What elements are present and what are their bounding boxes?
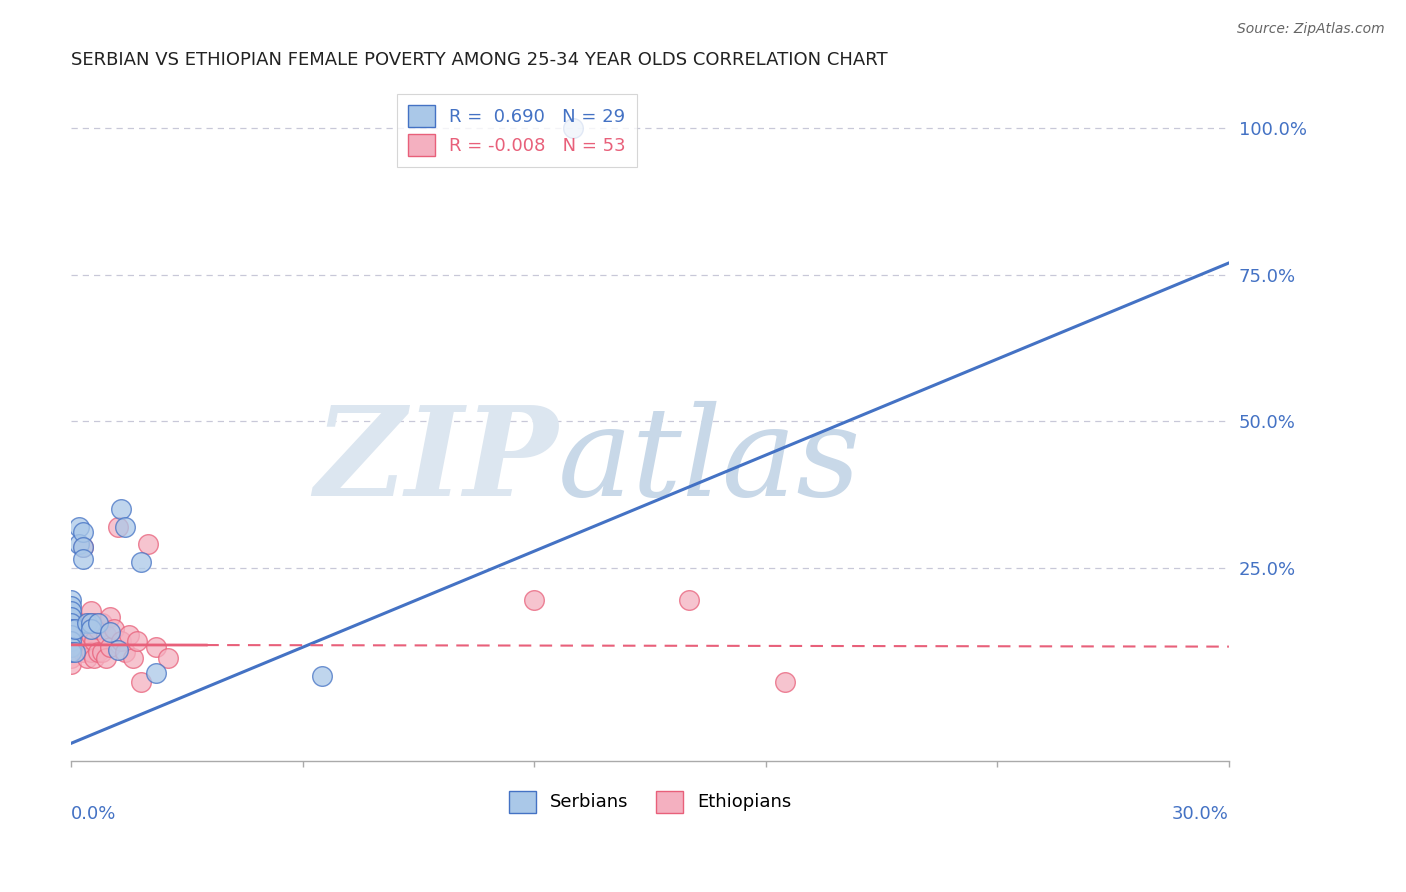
Point (60, 592, 83, 607)
Point (79, 616, 101, 631)
Point (63, 628, 86, 642)
Point (523, 592, 546, 607)
Text: SERBIAN VS ETHIOPIAN FEMALE POVERTY AMONG 25-34 YEAR OLDS CORRELATION CHART: SERBIAN VS ETHIOPIAN FEMALE POVERTY AMON… (72, 51, 887, 69)
Point (138, 537, 160, 551)
Point (72, 628, 94, 642)
Point (60, 645, 83, 659)
Point (76, 651, 98, 665)
Point (60, 633, 83, 648)
Point (98, 624, 121, 639)
Point (103, 622, 125, 636)
Text: Source: ZipAtlas.com: Source: ZipAtlas.com (1237, 22, 1385, 37)
Point (561, 121, 583, 136)
Point (67, 640, 90, 654)
Point (91, 616, 114, 631)
Point (114, 645, 136, 659)
Point (87, 622, 110, 636)
Point (110, 502, 132, 516)
Point (72, 616, 94, 631)
Point (129, 555, 152, 569)
Point (60, 610, 83, 624)
Point (122, 651, 145, 665)
Point (156, 651, 179, 665)
Point (94, 651, 117, 665)
Point (63, 645, 86, 659)
Point (67, 519, 90, 533)
Point (129, 674, 152, 689)
Point (678, 592, 700, 607)
Point (76, 633, 98, 648)
Point (79, 645, 101, 659)
Legend: Serbians, Ethiopians: Serbians, Ethiopians (502, 783, 799, 820)
Point (110, 633, 132, 648)
Point (98, 640, 121, 654)
Point (125, 633, 148, 648)
Point (107, 642, 129, 657)
Point (60, 622, 83, 636)
Point (63, 640, 86, 654)
Point (79, 628, 101, 642)
Point (773, 674, 796, 689)
Point (67, 616, 90, 631)
Point (60, 651, 83, 665)
Point (76, 616, 98, 631)
Text: atlas: atlas (557, 401, 860, 523)
Point (98, 610, 121, 624)
Point (79, 622, 101, 636)
Point (60, 616, 83, 631)
Point (63, 622, 86, 636)
Point (60, 622, 83, 636)
Point (60, 628, 83, 642)
Point (72, 551, 94, 566)
Text: ZIP: ZIP (314, 401, 557, 523)
Point (87, 645, 110, 659)
Point (72, 645, 94, 659)
Point (94, 628, 117, 642)
Point (145, 640, 167, 654)
Point (72, 525, 94, 540)
Point (118, 628, 141, 642)
Point (76, 616, 98, 631)
Text: 30.0%: 30.0% (1173, 805, 1229, 823)
Point (67, 628, 90, 642)
Point (83, 633, 105, 648)
Point (145, 665, 167, 680)
Point (114, 519, 136, 533)
Point (79, 604, 101, 618)
Point (107, 519, 129, 533)
Text: 0.0%: 0.0% (72, 805, 117, 823)
Point (87, 616, 110, 631)
Point (67, 633, 90, 648)
Point (63, 622, 86, 636)
Point (60, 640, 83, 654)
Point (91, 645, 114, 659)
Point (311, 669, 333, 683)
Point (67, 537, 90, 551)
Point (60, 633, 83, 648)
Point (60, 657, 83, 672)
Point (72, 540, 94, 554)
Point (60, 640, 83, 654)
Point (72, 540, 94, 554)
Point (60, 599, 83, 613)
Point (60, 628, 83, 642)
Point (83, 616, 105, 631)
Point (76, 622, 98, 636)
Point (60, 645, 83, 659)
Point (60, 616, 83, 631)
Point (60, 604, 83, 618)
Point (63, 633, 86, 648)
Point (83, 651, 105, 665)
